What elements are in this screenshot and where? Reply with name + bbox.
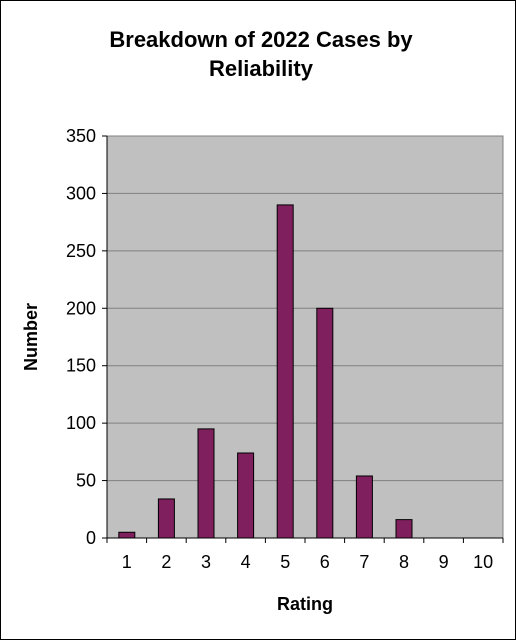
y-tick-label: 150	[66, 356, 96, 376]
bar-rating-6	[316, 307, 334, 539]
gridlines	[107, 135, 503, 482]
x-tick-label: 1	[122, 552, 132, 572]
x-tick-labels: 1 2 3 4 5 6 7 8 9 10	[122, 552, 493, 572]
bar-rating-8	[395, 519, 413, 539]
chart-title: Breakdown of 2022 Cases by Reliability	[41, 25, 481, 83]
bar-rating-1	[118, 531, 136, 539]
bar-rating-2	[157, 498, 175, 539]
plot-area	[106, 135, 504, 539]
y-tick-label: 0	[86, 528, 96, 548]
x-tick-label: 10	[473, 552, 493, 572]
x-tick-label: 7	[359, 552, 369, 572]
x-tick-label: 4	[241, 552, 251, 572]
bars	[118, 204, 413, 539]
x-tick-label: 8	[399, 552, 409, 572]
axes	[102, 135, 504, 543]
x-tick-label: 3	[201, 552, 211, 572]
x-tick-label: 5	[280, 552, 290, 572]
y-axis-title: Number	[21, 303, 41, 371]
x-tick-label: 6	[320, 552, 330, 572]
bar-rating-5	[276, 204, 294, 539]
y-tick-label: 250	[66, 241, 96, 261]
y-tick-label: 350	[66, 126, 96, 146]
x-axis-title: Rating	[277, 594, 333, 614]
chart-title-line-2: Reliability	[209, 56, 313, 81]
bar-rating-7	[355, 475, 373, 539]
x-tick-label: 9	[439, 552, 449, 572]
chart-title-line-1: Breakdown of 2022 Cases by	[109, 27, 413, 52]
y-tick-label: 300	[66, 183, 96, 203]
bar-rating-4	[237, 452, 255, 539]
y-tick-label: 200	[66, 298, 96, 318]
y-tick-label: 100	[66, 413, 96, 433]
y-tick-labels: 0 50 100 150 200 250 300 350	[66, 126, 96, 548]
x-tick-label: 2	[161, 552, 171, 572]
bar-rating-3	[197, 428, 215, 539]
y-tick-label: 50	[76, 471, 96, 491]
